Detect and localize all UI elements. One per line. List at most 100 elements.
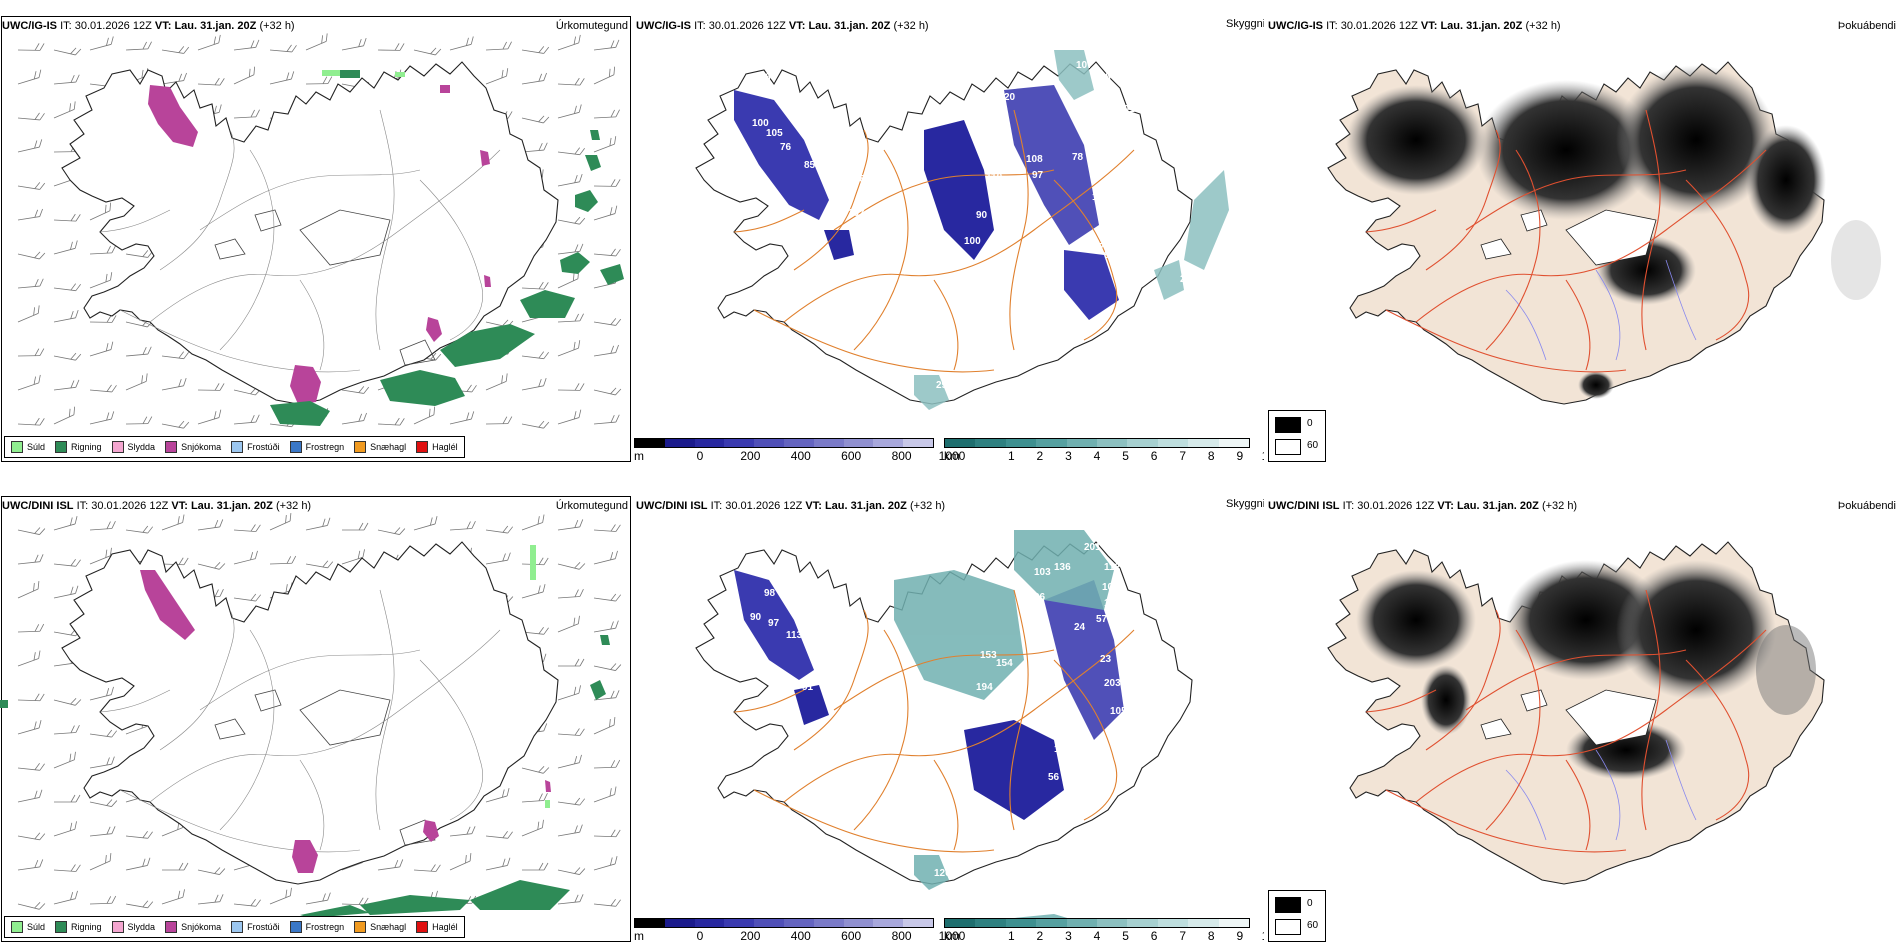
road	[833, 169, 1055, 231]
road	[1641, 109, 1661, 351]
road	[1385, 309, 1627, 373]
rain-area	[585, 155, 601, 171]
wind-barb	[341, 386, 370, 394]
glacier-outline	[254, 209, 282, 232]
wind-barb	[197, 867, 226, 875]
road	[1415, 629, 1767, 803]
wind-barb	[269, 44, 297, 53]
road	[99, 209, 171, 233]
wind-barb	[197, 519, 224, 531]
legend-swatch	[165, 441, 178, 453]
valid-time: Lau. 31.jan. 20Z	[808, 20, 891, 32]
product-title: Skyggni	[1226, 18, 1264, 30]
colorbar-segment	[843, 439, 874, 447]
legend-label: Súld	[27, 922, 46, 932]
precip-map	[17, 33, 624, 429]
wind-barb	[593, 205, 618, 221]
legend-item: Súld	[11, 921, 45, 933]
legend-item: Snæhagl	[354, 921, 406, 933]
wind-barb	[449, 36, 474, 51]
wind-barb	[593, 387, 622, 396]
low-vis-area	[1064, 250, 1119, 320]
wind-barb	[17, 348, 45, 357]
wind-barb	[557, 728, 585, 736]
reduced-vis-area	[1154, 260, 1184, 300]
wind-barb	[17, 374, 41, 391]
road	[1365, 689, 1437, 713]
fog-key-label-0: 0	[1307, 898, 1313, 909]
visibility-value-label: 113	[1078, 752, 1095, 763]
wind-barb	[305, 76, 333, 85]
road	[149, 149, 501, 323]
visibility-value-label: 136	[1054, 562, 1071, 573]
wind-barb	[377, 417, 405, 426]
lead-time: (+32 h)	[893, 20, 929, 32]
colorbar-segment	[873, 439, 904, 447]
glacier-outline	[214, 718, 246, 740]
wind-barb	[593, 179, 621, 187]
wind-barb	[197, 383, 225, 391]
legend-swatch	[165, 921, 178, 933]
wind-barb	[53, 74, 80, 85]
visibility-value-label: 37	[1096, 44, 1108, 55]
colorbar-segment	[783, 919, 814, 927]
wind-barb	[341, 549, 365, 565]
wind-barb	[557, 77, 585, 86]
colorbar-segment	[813, 439, 844, 447]
low-vis-area	[924, 120, 994, 260]
road	[793, 609, 869, 751]
panel-header: UWC/DINI ISL IT: 30.01.2026 12Z VT: Lau.…	[636, 498, 1264, 516]
rain-area	[440, 324, 535, 367]
visibility-value-label: 101	[1144, 652, 1161, 663]
visibility-value-label: 82	[1032, 284, 1044, 295]
visibility-value-label: 90	[750, 612, 762, 623]
visibility-value-label: 282	[1180, 274, 1197, 285]
wind-barb	[53, 725, 80, 735]
low-vis-area	[794, 685, 829, 725]
colorbar-tick-label: 5	[1122, 929, 1129, 943]
wind-barb	[305, 892, 331, 905]
wind-barb	[485, 525, 514, 534]
colorbar-segment	[1097, 919, 1128, 927]
wind-barb	[269, 887, 292, 905]
visibility-value-label: 154	[996, 658, 1013, 669]
wind-barb	[485, 857, 511, 871]
colorbar-segment	[1036, 439, 1067, 447]
legend-swatch	[231, 441, 244, 453]
colorbar-segment	[843, 919, 874, 927]
lead-time: (+32 h)	[1541, 500, 1578, 512]
wind-barb	[233, 898, 261, 907]
reduced-vis-area	[1054, 50, 1094, 100]
legend-item: Haglél	[416, 441, 458, 453]
low-vis-area	[824, 230, 854, 260]
visibility-value-label: 105	[1156, 564, 1173, 575]
wind-barb	[17, 580, 40, 599]
wind-barb	[125, 857, 151, 871]
fog-indicator-key: 0 60	[1268, 410, 1326, 462]
wind-barb	[89, 36, 114, 51]
snow-area	[426, 317, 442, 342]
wind-barb	[342, 522, 369, 531]
wind-barb	[521, 420, 550, 429]
wind-barb	[17, 417, 45, 426]
wind-barb	[557, 615, 580, 633]
wind-barb	[341, 38, 367, 51]
snow-area	[440, 85, 450, 93]
wind-barb	[593, 550, 618, 565]
colorbar-segment	[694, 919, 725, 927]
visibility-value-label: 81	[762, 537, 774, 548]
panel-frame	[1, 496, 631, 942]
colorbar-ticks: km 1 2 3 4 5 6 7 8 9 10	[944, 928, 1264, 943]
wind-barb	[413, 406, 436, 425]
wind-barb	[53, 890, 78, 905]
visibility-value-label: 194	[780, 562, 797, 573]
road-network	[1365, 109, 1767, 373]
wind-barb	[413, 864, 441, 872]
visibility-value-label: 106	[754, 72, 771, 83]
road	[1465, 649, 1687, 711]
legend-label: Rigning	[71, 922, 102, 932]
rain-areas	[270, 70, 624, 426]
wind-barb	[593, 898, 621, 907]
rain-area	[590, 680, 606, 700]
